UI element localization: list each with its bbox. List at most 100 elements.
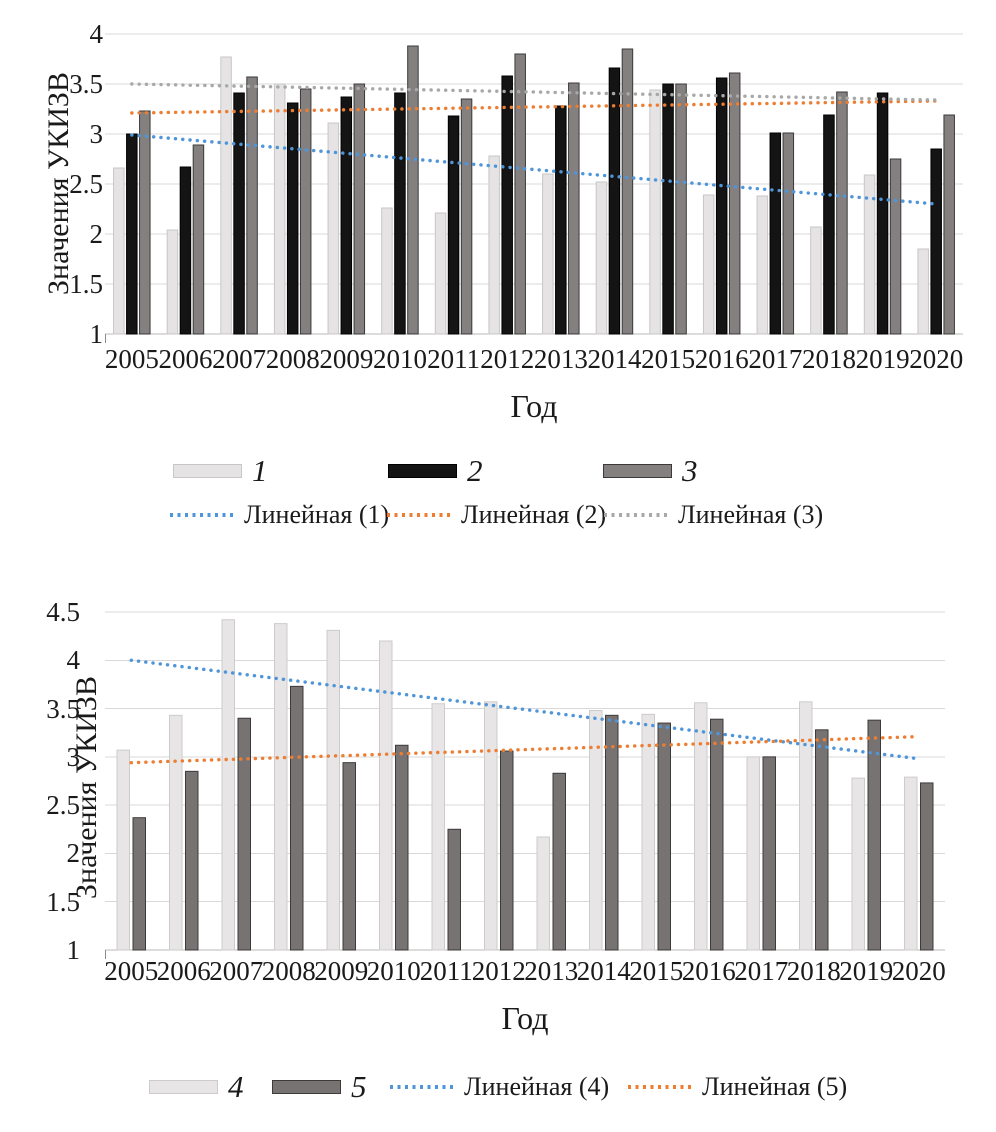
bar-series-1-2006 xyxy=(166,229,179,335)
legend-label: 5 xyxy=(351,1069,367,1104)
legend-label: Линейная (5) xyxy=(702,1072,848,1101)
dotted-line-icon xyxy=(628,1085,694,1089)
bar-series-4-2010 xyxy=(379,640,393,951)
bar-series-3-2006 xyxy=(192,144,205,335)
x-tick-label: 2009 xyxy=(319,344,374,374)
bar-series-3-2010 xyxy=(407,45,419,335)
x-tick-label: 2007 xyxy=(209,956,264,986)
legend-item-series-2: 2 xyxy=(388,454,483,488)
x-tick-label: 2019 xyxy=(839,956,894,986)
series-swatch-icon xyxy=(173,464,242,478)
bar-series-4-2018 xyxy=(799,701,813,951)
x-tick-label: 2010 xyxy=(372,344,427,374)
x-tick-label: 2009 xyxy=(314,956,369,986)
bar-series-2-2017 xyxy=(769,132,782,335)
bar-series-5-2005 xyxy=(132,817,146,951)
bar-series-3-2017 xyxy=(782,132,795,335)
y-tick-label: 1.5 xyxy=(46,886,80,917)
chart-bottom: Значения УКИЗВ Год 4.5 4 3.5 3 2.5 2 1.5 1 2005 2… xyxy=(0,580,996,1132)
trendline-Линейная (5) xyxy=(129,734,921,765)
y-tick-label: 4.5 xyxy=(46,597,80,627)
x-tick-label: 2019 xyxy=(855,344,910,374)
bar-series-3-2018 xyxy=(836,91,848,335)
x-tick-label: 2018 xyxy=(801,344,856,374)
bar-series-3-2020 xyxy=(943,114,955,335)
bar-series-4-2008 xyxy=(274,623,288,951)
legend-label: Линейная (2) xyxy=(461,500,607,529)
legend-label: 1 xyxy=(252,453,268,488)
x-tick-label: 2013 xyxy=(524,956,579,986)
chart-top: Значения УКИЗВ Год 4 3.5 3 2.5 2 1.5 1 2005 2006… xyxy=(0,19,996,532)
bar-series-3-2012 xyxy=(514,53,526,335)
bar-series-1-2019 xyxy=(863,174,876,335)
dotted-line-icon xyxy=(170,513,236,517)
bar-series-2-2011 xyxy=(447,115,460,335)
bar-series-4-2007 xyxy=(221,619,235,951)
bar-series-1-2013 xyxy=(542,173,554,335)
bar-series-2-2015 xyxy=(662,83,674,335)
x-tick-label: 2015 xyxy=(629,956,684,986)
bar-series-5-2008 xyxy=(290,685,304,951)
legend: 4 5 Линейная (4) Линейная (5) xyxy=(0,1070,996,1104)
legend-label: 4 xyxy=(228,1069,244,1104)
legend-item-trendline-0: Линейная (4) xyxy=(390,1070,609,1104)
x-tick-label: 2016 xyxy=(681,956,736,986)
x-tick-label: 2008 xyxy=(265,344,320,374)
bar-series-5-2011 xyxy=(447,828,461,951)
y-tick-label: 1 xyxy=(89,319,104,349)
legend-item-series-1: 1 xyxy=(173,454,268,488)
legend: Линейная (1) Линейная (2) Линейная (3) xyxy=(0,498,996,532)
bar-series-4-2017 xyxy=(746,756,760,951)
bar-series-3-2014 xyxy=(621,48,634,335)
bar-series-1-2014 xyxy=(595,181,608,335)
trendline-Линейная (3) xyxy=(130,82,938,102)
bar-series-4-2016 xyxy=(694,702,708,951)
bar-series-4-2013 xyxy=(536,836,550,951)
bar-series-3-2013 xyxy=(568,82,580,335)
plot-area xyxy=(105,33,963,343)
bar-series-5-2014 xyxy=(605,714,619,951)
x-tick-label: 2017 xyxy=(734,956,789,986)
y-tick-label: 4 xyxy=(89,19,104,49)
bar-series-5-2010 xyxy=(395,744,409,951)
x-tick-label: 2020 xyxy=(891,956,946,986)
bar-series-2-2005 xyxy=(126,133,138,335)
legend: 1 2 3 xyxy=(0,454,996,488)
legend-label: Линейная (4) xyxy=(464,1072,610,1101)
legend-label: Линейная (1) xyxy=(244,500,390,529)
bar-series-1-2008 xyxy=(273,83,286,335)
bar-series-5-2015 xyxy=(657,722,671,951)
bar-series-5-2017 xyxy=(762,756,776,951)
bar-series-1-2017 xyxy=(756,195,769,335)
legend-item-trendline-1: Линейная (2) xyxy=(387,498,606,532)
legend-label: 3 xyxy=(682,453,698,488)
legend-label: Линейная (3) xyxy=(678,500,824,529)
series-swatch-icon xyxy=(603,464,672,478)
trendline-Линейная (2) xyxy=(130,99,938,115)
bar-series-5-2016 xyxy=(710,718,724,951)
y-tick-label: 3.5 xyxy=(46,693,80,724)
series-swatch-icon xyxy=(272,1080,341,1094)
bar-series-5-2018 xyxy=(815,729,829,951)
bar-series-2-2019 xyxy=(876,92,889,335)
series-swatch-icon xyxy=(388,464,457,478)
trendline-Линейная (1) xyxy=(130,133,938,206)
x-axis-title: Год xyxy=(510,388,558,424)
x-tick-label: 2013 xyxy=(533,344,588,374)
bar-series-3-2015 xyxy=(675,83,687,335)
bar-series-1-2015 xyxy=(649,89,661,335)
bar-series-2-2010 xyxy=(394,92,406,335)
bar-series-4-2015 xyxy=(641,713,655,951)
bar-series-4-2012 xyxy=(484,701,498,951)
bar-series-2-2008 xyxy=(286,102,299,335)
x-tick-label: 2005 xyxy=(104,344,159,374)
bar-series-4-2006 xyxy=(169,714,183,951)
x-tick-label: 2018 xyxy=(786,956,841,986)
bar-series-3-2009 xyxy=(353,83,366,335)
x-tick-label: 2010 xyxy=(366,956,421,986)
dotted-line-icon xyxy=(387,513,453,517)
bar-series-2-2014 xyxy=(608,67,621,335)
bar-series-2-2020 xyxy=(930,148,942,335)
bar-series-1-2007 xyxy=(220,56,232,335)
bar-series-5-2007 xyxy=(237,717,251,951)
